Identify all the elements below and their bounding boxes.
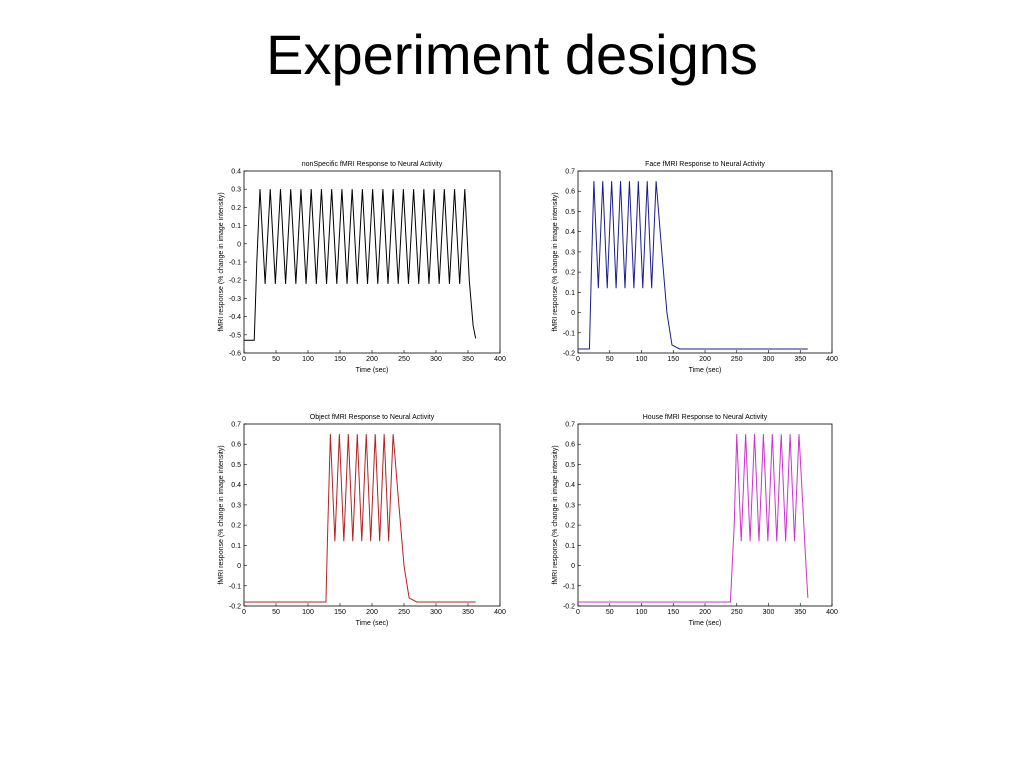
x-tick-label: 0	[576, 356, 580, 363]
y-tick-label: 0	[237, 241, 241, 248]
x-tick-label: 350	[462, 356, 474, 363]
y-tick-label: 0.1	[565, 543, 575, 550]
y-tick-label: 0	[571, 310, 575, 317]
x-tick-label: 100	[636, 609, 648, 616]
chart-title: Object fMRI Response to Neural Activity	[310, 414, 435, 421]
y-axis-label: fMRI response (% change in image intensi…	[218, 192, 225, 331]
y-tick-label: -0.2	[229, 278, 241, 285]
y-tick-label: 0.6	[565, 189, 575, 196]
y-tick-label: 0.6	[565, 442, 575, 449]
x-axis-label: Time (sec)	[689, 367, 722, 374]
x-axis-label: Time (sec)	[356, 620, 389, 627]
x-tick-label: 400	[494, 356, 506, 363]
y-tick-label: 0.3	[231, 502, 241, 509]
chart-title: Face fMRI Response to Neural Activity	[645, 161, 765, 168]
x-tick-label: 150	[334, 356, 346, 363]
y-tick-label: 0	[571, 563, 575, 570]
y-tick-label: 0.7	[565, 422, 575, 429]
y-tick-label: 0.3	[565, 502, 575, 509]
chart-title: nonSpecific fMRI Response to Neural Acti…	[302, 161, 443, 168]
y-tick-label: 0.1	[231, 543, 241, 550]
x-tick-label: 50	[606, 609, 614, 616]
x-tick-label: 200	[699, 609, 711, 616]
y-tick-label: 0.6	[231, 442, 241, 449]
y-tick-label: -0.6	[229, 351, 241, 358]
y-tick-label: 0.5	[565, 462, 575, 469]
x-tick-label: 200	[366, 609, 378, 616]
x-tick-label: 50	[272, 356, 280, 363]
x-tick-label: 300	[763, 609, 775, 616]
y-tick-label: -0.4	[229, 314, 241, 321]
x-tick-label: 350	[794, 609, 806, 616]
x-tick-label: 350	[794, 356, 806, 363]
data-line	[244, 189, 477, 341]
y-tick-label: 0.7	[231, 422, 241, 429]
x-tick-label: 300	[430, 609, 442, 616]
y-tick-label: 0.2	[231, 523, 241, 530]
y-tick-label: 0.2	[565, 270, 575, 277]
x-tick-label: 400	[826, 356, 838, 363]
y-tick-label: 0	[237, 563, 241, 570]
x-tick-label: 150	[667, 609, 679, 616]
y-tick-label: -0.1	[563, 330, 575, 337]
y-tick-label: 0.4	[565, 229, 575, 236]
y-tick-label: -0.2	[563, 604, 575, 611]
slide-title: Experiment designs	[266, 23, 758, 86]
y-tick-label: 0.3	[231, 187, 241, 194]
x-axis-label: Time (sec)	[689, 620, 722, 627]
y-tick-label: -0.2	[563, 351, 575, 358]
x-tick-label: 250	[398, 356, 410, 363]
x-tick-label: 0	[242, 356, 246, 363]
data-line	[578, 434, 809, 603]
y-tick-label: 0.5	[231, 462, 241, 469]
chart-title: House fMRI Response to Neural Activity	[643, 414, 768, 421]
x-tick-label: 250	[731, 609, 743, 616]
y-tick-label: 0.1	[231, 223, 241, 230]
y-tick-label: -0.5	[229, 332, 241, 339]
x-tick-label: 300	[763, 356, 775, 363]
y-axis-label: fMRI response (% change in image intensi…	[218, 445, 225, 584]
x-tick-label: 150	[334, 609, 346, 616]
y-tick-label: 0.4	[231, 169, 241, 176]
plot-frame	[577, 170, 833, 354]
data-line	[578, 181, 808, 350]
y-tick-label: 0.1	[565, 290, 575, 297]
y-axis-label: fMRI response (% change in image intensi…	[552, 445, 559, 584]
y-tick-label: -0.1	[229, 260, 241, 267]
x-tick-label: 400	[494, 609, 506, 616]
x-tick-label: 100	[302, 609, 314, 616]
x-tick-label: 250	[398, 609, 410, 616]
x-tick-label: 50	[606, 356, 614, 363]
x-tick-label: 200	[366, 356, 378, 363]
y-tick-label: 0.3	[565, 249, 575, 256]
x-tick-label: 100	[636, 356, 648, 363]
y-tick-label: 0.2	[231, 205, 241, 212]
x-tick-label: 400	[826, 609, 838, 616]
y-tick-label: -0.2	[229, 604, 241, 611]
x-axis-label: Time (sec)	[356, 367, 389, 374]
y-tick-label: 0.7	[565, 169, 575, 176]
y-tick-label: 0.5	[565, 209, 575, 216]
x-tick-label: 250	[731, 356, 743, 363]
y-tick-label: 0.4	[565, 482, 575, 489]
data-line	[244, 434, 476, 603]
x-tick-label: 300	[430, 356, 442, 363]
y-axis-label: fMRI response (% change in image intensi…	[552, 192, 559, 331]
x-tick-label: 350	[462, 609, 474, 616]
x-tick-label: 50	[272, 609, 280, 616]
x-tick-label: 0	[576, 609, 580, 616]
y-tick-label: -0.1	[563, 583, 575, 590]
y-tick-label: -0.3	[229, 296, 241, 303]
y-tick-label: 0.4	[231, 482, 241, 489]
x-tick-label: 200	[699, 356, 711, 363]
x-tick-label: 150	[667, 356, 679, 363]
x-tick-label: 0	[242, 609, 246, 616]
y-tick-label: -0.1	[229, 583, 241, 590]
y-tick-label: 0.2	[565, 523, 575, 530]
x-tick-label: 100	[302, 356, 314, 363]
